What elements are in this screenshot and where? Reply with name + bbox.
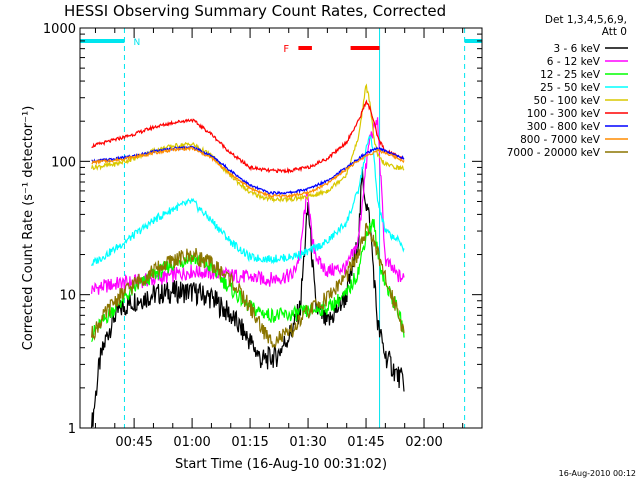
legend-header: Det 1,3,4,5,6,9, [545,14,627,26]
legend-label: 12 - 25 keV [540,69,601,81]
y-tick-label: 10 [59,289,76,304]
night-marker-label: N [133,38,140,48]
x-tick-label: 00:45 [115,435,152,450]
y-tick-label: 100 [51,155,76,170]
legend-label: 50 - 100 keV [533,95,600,107]
legend-label: 6 - 12 keV [547,56,601,68]
series-line-4 [91,134,405,267]
flare-marker-label: F [283,44,289,55]
x-tick-label: 01:45 [347,435,384,450]
y-tick-label: 1 [68,422,76,437]
series-line-9 [91,222,405,349]
legend-header: Att 0 [602,26,627,38]
axes: 1 10 100 1000 00:45 01:00 01:15 01:30 01:45 02:00 [43,22,482,450]
legend-label: 3 - 6 keV [553,43,600,55]
x-tick-label: 01:30 [289,435,326,450]
series-line-6 [91,99,405,175]
x-axis-label: Start Time (16-Aug-10 00:31:02) [175,457,387,472]
footer-date: 16-Aug-2010 00:12 [559,469,636,478]
legend-label: 100 - 300 keV [527,108,601,120]
series-line-1 [91,167,405,429]
y-tick-label: 1000 [43,22,76,37]
legend-label: 800 - 7000 keV [520,134,601,146]
legend-label: 25 - 50 keV [540,82,601,94]
legend-label: 7000 - 20000 keV [507,147,601,159]
legend-label: 300 - 800 keV [527,121,601,133]
x-tick-label: 01:15 [231,435,268,450]
plot-frame [79,27,483,429]
plot-area: NF [79,28,482,429]
series-line-8 [91,145,405,199]
chart-title: HESSI Observing Summary Count Rates, Cor… [64,2,446,20]
x-tick-label: 02:00 [405,435,442,450]
x-tick-label: 01:00 [173,435,210,450]
y-axis-label: Corrected Count Rate (s⁻¹ detector⁻¹) [21,106,36,351]
